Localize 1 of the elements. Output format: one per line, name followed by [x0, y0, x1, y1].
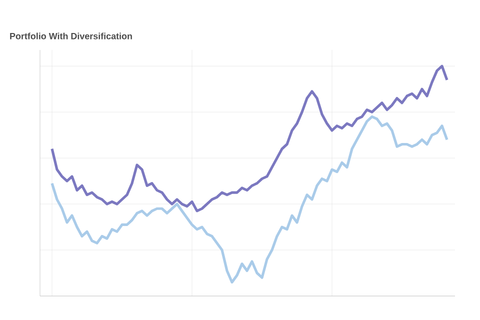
chart-title: Portfolio With Diversification — [10, 32, 132, 40]
